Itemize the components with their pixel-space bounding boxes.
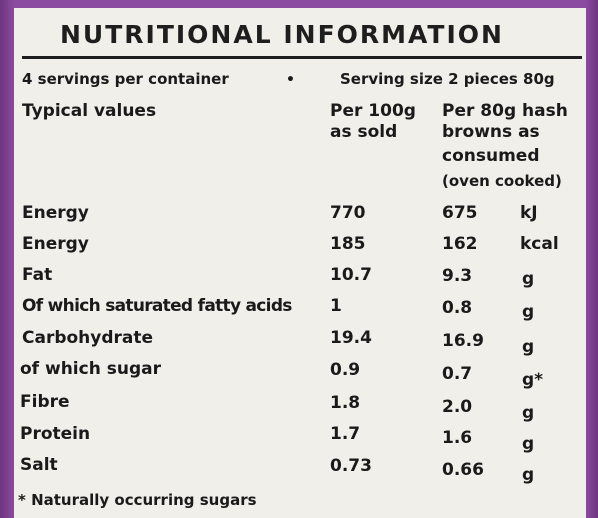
per-80g-header-line2: browns as — [442, 122, 540, 142]
row-per80: 9.3 — [442, 266, 473, 286]
row-unit: g — [522, 269, 535, 289]
row-per80: 162 — [442, 234, 478, 254]
label-title: NUTRITIONAL INFORMATION — [60, 20, 504, 49]
footnote: * Naturally occurring sugars — [18, 491, 257, 509]
packaging-edge-right — [586, 0, 598, 518]
row-name: Energy — [22, 234, 89, 254]
row-per100: 10.7 — [330, 265, 372, 285]
per-80g-header-line4: (oven cooked) — [442, 172, 562, 190]
row-unit: g — [522, 337, 535, 357]
row-per100: 0.73 — [330, 456, 372, 476]
separator-dot: • — [286, 72, 295, 88]
row-per80: 2.0 — [442, 397, 473, 417]
typical-values-header: Typical values — [22, 101, 157, 121]
per-80g-header-line3: consumed — [442, 146, 540, 166]
row-unit: g — [522, 403, 535, 423]
row-per80: 1.6 — [442, 428, 473, 448]
row-unit: kcal — [520, 234, 559, 254]
row-per100: 185 — [330, 234, 366, 254]
row-name: Fibre — [20, 392, 70, 412]
row-per100: 1.7 — [330, 424, 361, 444]
row-per100: 1.8 — [330, 393, 361, 413]
row-per100: 1 — [330, 296, 342, 316]
row-unit: g — [522, 302, 535, 322]
row-per80: 0.66 — [442, 460, 484, 480]
row-name: Energy — [22, 203, 89, 223]
row-name: of which sugar — [20, 359, 161, 379]
packaging-edge-top — [0, 0, 598, 8]
row-name: Of which saturated fatty acids — [22, 296, 292, 316]
row-per80: 16.9 — [442, 331, 484, 351]
row-unit: kJ — [520, 203, 538, 223]
serving-size: Serving size 2 pieces 80g — [340, 70, 555, 88]
row-per100: 19.4 — [330, 328, 372, 348]
row-name: Carbohydrate — [22, 328, 154, 348]
row-name: Fat — [22, 265, 53, 285]
per-100g-header-line2: as sold — [330, 122, 398, 142]
per-100g-header-line1: Per 100g — [330, 101, 416, 121]
title-underline — [22, 56, 582, 59]
row-per100: 770 — [330, 203, 366, 223]
row-unit: g — [522, 465, 535, 485]
servings-per-container: 4 servings per container — [22, 70, 229, 88]
packaging-edge-left — [0, 0, 14, 518]
row-unit: g — [522, 434, 535, 454]
row-name: Salt — [20, 455, 58, 475]
row-per80: 675 — [442, 203, 478, 223]
row-per80: 0.7 — [442, 364, 473, 384]
row-name: Protein — [20, 424, 91, 444]
per-80g-header-line1: Per 80g hash — [442, 101, 568, 121]
row-per100: 0.9 — [330, 360, 361, 380]
row-unit: g* — [522, 370, 544, 390]
row-per80: 0.8 — [442, 298, 473, 318]
